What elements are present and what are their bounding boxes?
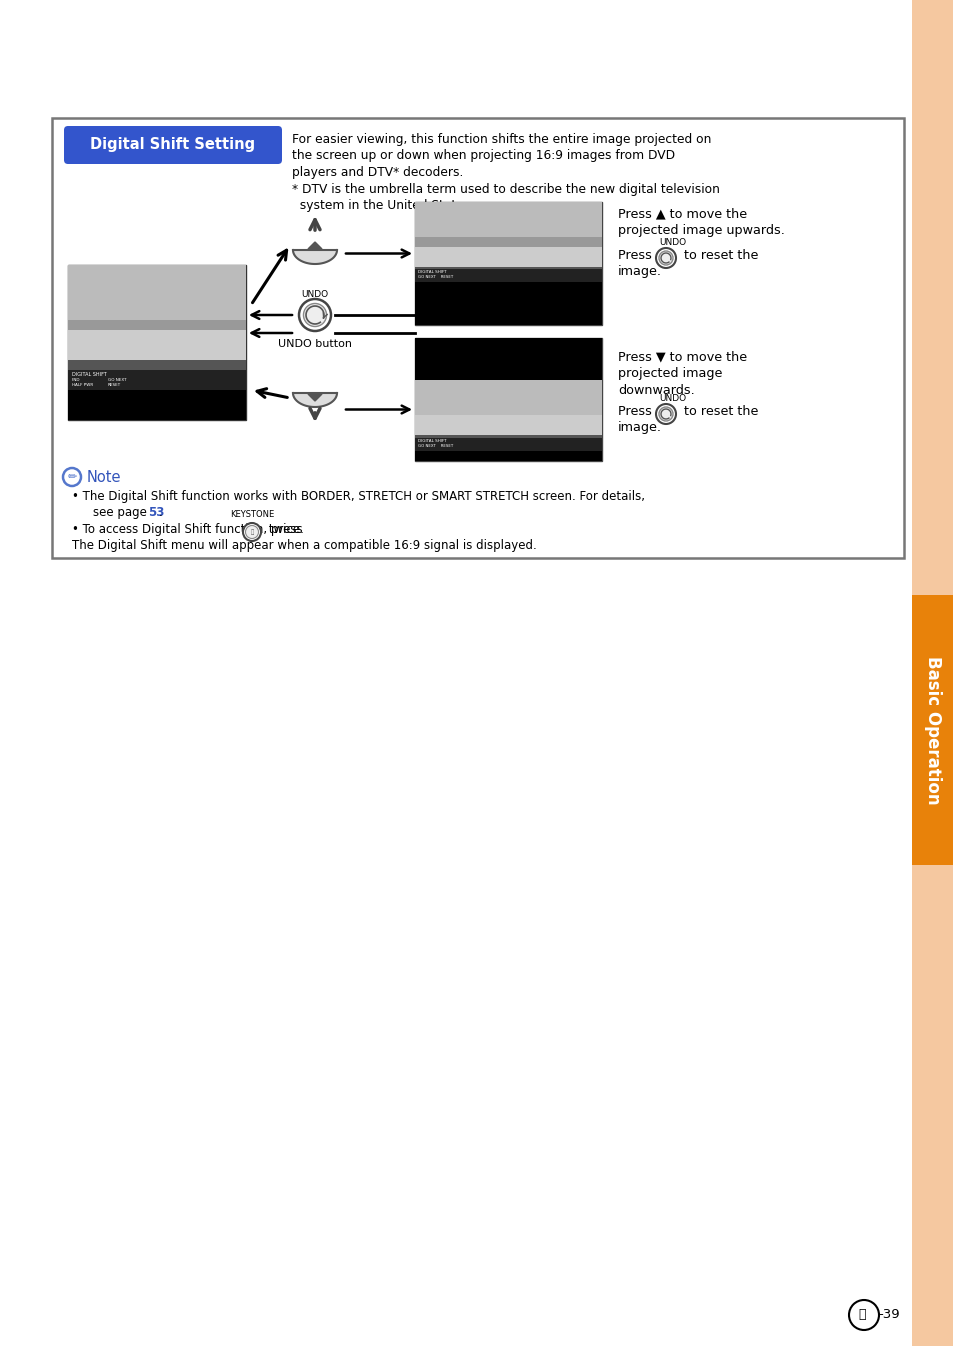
Text: GO NEXT: GO NEXT [108, 378, 127, 382]
FancyBboxPatch shape [415, 283, 601, 324]
Text: DIGITAL SHIFT: DIGITAL SHIFT [417, 271, 446, 275]
Text: to reset the: to reset the [679, 249, 758, 262]
Circle shape [848, 1300, 878, 1330]
Text: see page: see page [92, 506, 151, 520]
FancyBboxPatch shape [68, 265, 246, 420]
FancyBboxPatch shape [415, 380, 601, 460]
Text: Press ▲ to move the: Press ▲ to move the [618, 207, 746, 219]
Text: Note: Note [87, 470, 121, 485]
Text: 53: 53 [148, 506, 164, 520]
Polygon shape [293, 250, 336, 264]
Text: For easier viewing, this function shifts the entire image projected on: For easier viewing, this function shifts… [292, 133, 711, 145]
FancyBboxPatch shape [415, 415, 601, 435]
Circle shape [659, 250, 672, 265]
Text: GO NEXT    RESET: GO NEXT RESET [417, 275, 453, 279]
Circle shape [245, 525, 258, 538]
Text: Basic Operation: Basic Operation [923, 656, 941, 805]
Circle shape [659, 406, 672, 421]
Circle shape [243, 524, 261, 541]
FancyBboxPatch shape [415, 338, 601, 460]
Text: FND: FND [71, 378, 80, 382]
Text: The Digital Shift menu will appear when a compatible 16:9 signal is displayed.: The Digital Shift menu will appear when … [71, 538, 537, 552]
Text: system in the United States.: system in the United States. [292, 199, 474, 213]
FancyBboxPatch shape [911, 595, 953, 865]
Circle shape [303, 303, 326, 327]
Text: Press: Press [618, 249, 655, 262]
Polygon shape [293, 393, 336, 406]
Text: DIGITAL SHIFT: DIGITAL SHIFT [417, 439, 446, 443]
Text: Digital Shift Setting: Digital Shift Setting [91, 137, 255, 152]
Text: projected image: projected image [618, 367, 721, 380]
Text: UNDO: UNDO [659, 238, 686, 248]
Text: downwards.: downwards. [618, 384, 694, 397]
Text: HALF PWR: HALF PWR [71, 384, 93, 388]
Text: UNDO button: UNDO button [277, 339, 352, 349]
Text: • To access Digital Shift function, press: • To access Digital Shift function, pres… [71, 524, 306, 536]
FancyBboxPatch shape [52, 118, 903, 559]
Text: ✏: ✏ [68, 472, 76, 482]
Text: Press ▼ to move the: Press ▼ to move the [618, 350, 746, 363]
Text: • The Digital Shift function works with BORDER, STRETCH or SMART STRETCH screen.: • The Digital Shift function works with … [71, 490, 644, 503]
FancyBboxPatch shape [68, 370, 246, 390]
FancyBboxPatch shape [415, 437, 601, 451]
Text: image.: image. [618, 421, 661, 433]
Polygon shape [308, 394, 322, 401]
Circle shape [656, 404, 676, 424]
FancyBboxPatch shape [415, 248, 601, 267]
Text: KEYSTONE: KEYSTONE [230, 510, 274, 520]
FancyBboxPatch shape [415, 202, 601, 283]
FancyBboxPatch shape [415, 338, 601, 380]
Text: ⓖ: ⓖ [858, 1308, 864, 1322]
Circle shape [298, 299, 331, 331]
Text: DIGITAL SHIFT: DIGITAL SHIFT [71, 371, 107, 377]
Text: UNDO: UNDO [301, 289, 328, 299]
Ellipse shape [63, 468, 81, 486]
FancyBboxPatch shape [68, 359, 246, 390]
FancyBboxPatch shape [415, 202, 601, 237]
FancyBboxPatch shape [415, 267, 601, 283]
Text: projected image upwards.: projected image upwards. [618, 223, 784, 237]
Circle shape [656, 248, 676, 268]
Text: to reset the: to reset the [679, 405, 758, 419]
Text: players and DTV* decoders.: players and DTV* decoders. [292, 166, 463, 179]
FancyBboxPatch shape [68, 265, 246, 320]
Text: RESET: RESET [108, 384, 121, 388]
Text: image.: image. [618, 265, 661, 279]
Text: the screen up or down when projecting 16:9 images from DVD: the screen up or down when projecting 16… [292, 149, 675, 163]
Text: .: . [159, 506, 163, 520]
Text: UNDO: UNDO [659, 394, 686, 402]
Text: -39: -39 [877, 1308, 899, 1322]
Polygon shape [308, 242, 322, 249]
Text: twice.: twice. [265, 524, 304, 536]
Text: Press: Press [618, 405, 655, 419]
FancyBboxPatch shape [68, 265, 246, 390]
Text: * DTV is the umbrella term used to describe the new digital television: * DTV is the umbrella term used to descr… [292, 183, 720, 195]
FancyBboxPatch shape [415, 269, 601, 283]
FancyBboxPatch shape [68, 390, 246, 420]
FancyBboxPatch shape [415, 380, 601, 415]
Text: ⬜: ⬜ [250, 529, 253, 534]
Text: GO NEXT    RESET: GO NEXT RESET [417, 444, 453, 448]
FancyBboxPatch shape [68, 330, 246, 359]
FancyBboxPatch shape [64, 127, 282, 164]
FancyBboxPatch shape [415, 202, 601, 324]
FancyBboxPatch shape [415, 435, 601, 448]
FancyBboxPatch shape [415, 451, 601, 460]
FancyBboxPatch shape [911, 0, 953, 1346]
